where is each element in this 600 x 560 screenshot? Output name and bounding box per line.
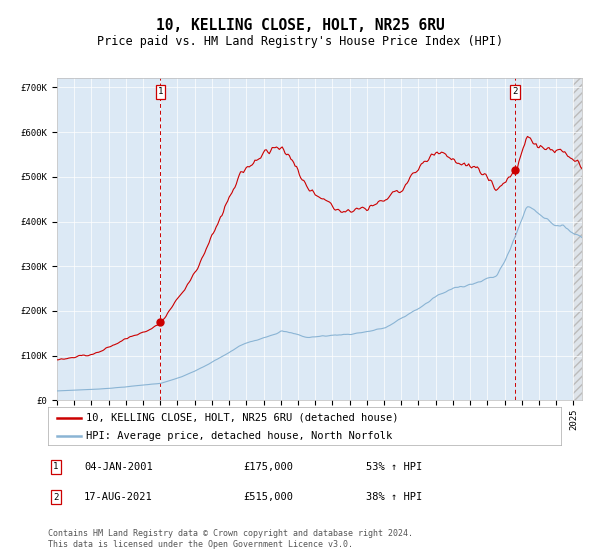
Text: Price paid vs. HM Land Registry's House Price Index (HPI): Price paid vs. HM Land Registry's House …: [97, 35, 503, 49]
Text: 2: 2: [53, 493, 58, 502]
Text: £175,000: £175,000: [243, 462, 293, 472]
Text: 17-AUG-2021: 17-AUG-2021: [84, 492, 152, 502]
Text: £515,000: £515,000: [243, 492, 293, 502]
Text: 53% ↑ HPI: 53% ↑ HPI: [366, 462, 422, 472]
Polygon shape: [574, 78, 582, 400]
Text: 2: 2: [512, 87, 518, 96]
Text: Contains HM Land Registry data © Crown copyright and database right 2024.
This d: Contains HM Land Registry data © Crown c…: [48, 529, 413, 549]
Text: 1: 1: [158, 87, 163, 96]
Text: 1: 1: [53, 463, 58, 472]
Text: 04-JAN-2001: 04-JAN-2001: [84, 462, 152, 472]
Text: HPI: Average price, detached house, North Norfolk: HPI: Average price, detached house, Nort…: [86, 431, 393, 441]
Text: 10, KELLING CLOSE, HOLT, NR25 6RU (detached house): 10, KELLING CLOSE, HOLT, NR25 6RU (detac…: [86, 413, 399, 423]
Text: 10, KELLING CLOSE, HOLT, NR25 6RU: 10, KELLING CLOSE, HOLT, NR25 6RU: [155, 18, 445, 32]
Text: 38% ↑ HPI: 38% ↑ HPI: [366, 492, 422, 502]
